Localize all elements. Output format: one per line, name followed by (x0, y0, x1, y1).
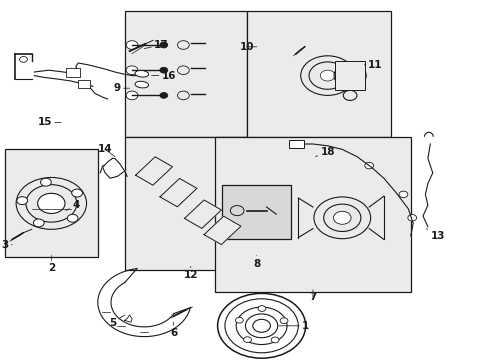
Bar (78, 80, 90, 88)
Text: 8: 8 (253, 256, 260, 269)
Text: 10: 10 (239, 42, 256, 52)
Circle shape (160, 93, 167, 98)
Circle shape (407, 215, 416, 221)
Bar (246, 11, 390, 137)
Circle shape (333, 211, 350, 224)
Bar (124, 137, 246, 270)
Bar (288, 140, 304, 148)
Text: 15: 15 (38, 117, 61, 127)
Circle shape (33, 219, 44, 227)
Circle shape (258, 306, 265, 311)
Text: 2: 2 (48, 256, 55, 273)
Polygon shape (184, 200, 221, 228)
Polygon shape (203, 216, 241, 244)
Text: 14: 14 (98, 144, 115, 157)
Circle shape (72, 189, 82, 197)
Bar (222, 185, 290, 239)
Circle shape (235, 318, 243, 323)
Circle shape (41, 178, 51, 186)
Circle shape (271, 337, 279, 343)
Text: 13: 13 (426, 229, 444, 241)
Circle shape (126, 66, 138, 75)
Text: 1: 1 (278, 321, 308, 331)
Bar (5, 149, 98, 257)
Polygon shape (102, 158, 124, 178)
Circle shape (364, 162, 373, 169)
Bar (66, 68, 80, 77)
Circle shape (280, 318, 287, 324)
Text: 7: 7 (308, 290, 316, 302)
Bar (215, 137, 410, 292)
Circle shape (252, 319, 270, 332)
Circle shape (126, 91, 138, 100)
Circle shape (126, 41, 138, 49)
Circle shape (17, 197, 27, 204)
Text: 5: 5 (109, 315, 124, 328)
Bar (334, 61, 365, 90)
Text: 17: 17 (144, 40, 168, 50)
Circle shape (243, 337, 251, 342)
Ellipse shape (135, 81, 148, 88)
Text: 18: 18 (315, 147, 334, 157)
Circle shape (160, 67, 167, 73)
Polygon shape (160, 179, 197, 207)
Bar (124, 11, 246, 137)
Circle shape (320, 70, 334, 81)
Text: 16: 16 (151, 71, 176, 81)
Text: 6: 6 (170, 322, 177, 338)
Text: 12: 12 (183, 266, 198, 280)
Polygon shape (135, 157, 172, 185)
Circle shape (160, 42, 167, 48)
Circle shape (67, 214, 78, 222)
Text: 11: 11 (364, 60, 382, 70)
Text: 3: 3 (1, 240, 12, 250)
Circle shape (38, 193, 65, 213)
Ellipse shape (135, 71, 148, 77)
Text: 4: 4 (66, 200, 80, 211)
Text: 9: 9 (114, 83, 129, 93)
Circle shape (398, 191, 407, 198)
